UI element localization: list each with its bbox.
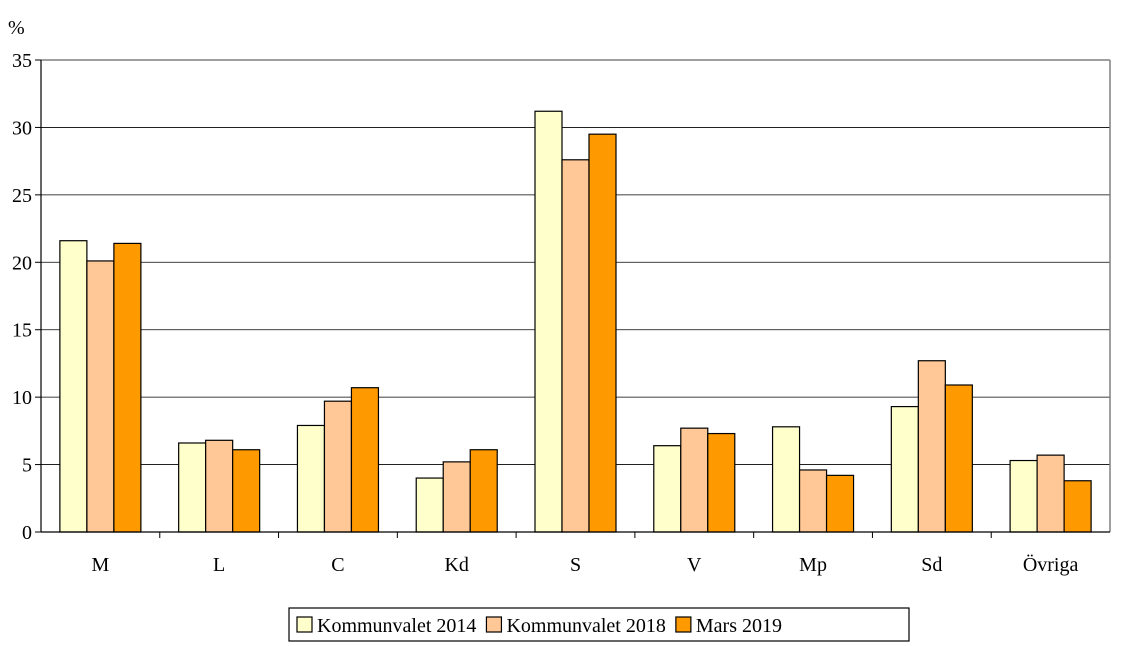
bar — [232, 449, 261, 533]
y-tick-labels: 0 5 10 15 20 25 30 35 — [12, 50, 32, 544]
bar — [680, 427, 709, 533]
bar — [798, 469, 828, 533]
x-category-label: Sd — [921, 554, 942, 576]
y-tick-label: 30 — [12, 117, 32, 139]
legend-swatch — [675, 616, 692, 633]
y-tick-label: 10 — [12, 387, 32, 409]
x-category-label: Mp — [799, 554, 827, 576]
bar — [113, 242, 142, 533]
bar — [561, 159, 590, 533]
bars — [59, 110, 1092, 533]
bar — [350, 387, 380, 533]
bar — [415, 477, 444, 533]
bar — [178, 442, 207, 533]
bar — [771, 426, 801, 533]
x-category-label: C — [331, 554, 344, 576]
legend: Kommunvalet 2014 Kommunvalet 2018 Mars 201… — [288, 607, 910, 642]
y-tick-label: 0 — [22, 522, 32, 544]
legend-swatch — [485, 616, 503, 633]
bar — [917, 360, 946, 533]
bar — [534, 110, 563, 533]
axes — [35, 59, 1111, 538]
legend-entry-label: Kommunvalet 2018 — [506, 615, 665, 637]
x-category-label: Kd — [444, 554, 468, 576]
bar — [890, 405, 919, 533]
y-tick-label: 25 — [12, 185, 32, 207]
bar — [205, 439, 234, 533]
bar — [469, 449, 498, 533]
bar — [59, 240, 88, 533]
bar — [1063, 480, 1092, 533]
legend-swatch — [296, 616, 313, 633]
y-tick-label: 20 — [12, 252, 32, 274]
bar — [944, 384, 973, 533]
y-tick-label: 5 — [22, 455, 32, 477]
bar — [323, 400, 353, 533]
x-category-label: M — [91, 554, 109, 576]
x-category-label: L — [213, 554, 225, 576]
y-axis-unit-label: % — [8, 17, 25, 39]
x-category-label: Övriga — [1023, 553, 1079, 576]
bar — [1036, 454, 1065, 533]
x-category-label: S — [570, 554, 581, 576]
bar — [296, 424, 326, 533]
bar — [442, 461, 471, 533]
bar — [707, 432, 736, 533]
y-tick-label: 15 — [12, 320, 32, 342]
legend-entry-label: Mars 2019 — [696, 615, 782, 637]
x-category-label: V — [687, 554, 702, 576]
bar — [825, 474, 855, 533]
bar — [588, 133, 617, 533]
legend-box — [288, 607, 910, 642]
y-tick-label: 35 — [12, 50, 32, 72]
bar — [86, 260, 115, 533]
bar — [1009, 459, 1038, 533]
x-category-labels: M L C Kd S V Mp Sd Övriga — [91, 553, 1078, 576]
bar — [653, 445, 682, 533]
legend-entry-label: Kommunvalet 2014 — [317, 615, 476, 637]
